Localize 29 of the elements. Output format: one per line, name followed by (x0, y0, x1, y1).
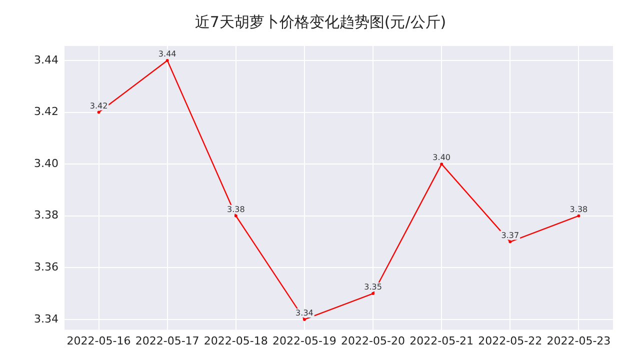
point (508, 240, 512, 244)
data-label: 3.35 (364, 282, 382, 292)
point (234, 214, 238, 218)
y-tick-label: 3.44 (34, 53, 58, 66)
point (166, 59, 169, 62)
data-label: 3.37 (501, 230, 520, 240)
point (97, 110, 100, 114)
x-tick-label: 2022-05-21 (410, 334, 474, 348)
data-label: 3.40 (432, 153, 450, 162)
x-tick-label: 2022-05-22 (478, 334, 542, 348)
point (577, 214, 580, 218)
x-tick-label: 2022-05-17 (135, 334, 200, 348)
x-tick-label: 2022-05-19 (272, 334, 336, 348)
data-label: 3.44 (158, 50, 176, 59)
x-tick-label: 2022-05-23 (546, 334, 611, 348)
x-tick-label: 2022-05-16 (66, 334, 131, 348)
point (440, 162, 444, 166)
data-label: 3.38 (226, 204, 245, 214)
y-tick-label: 3.38 (34, 208, 58, 222)
y-tick-label: 3.36 (34, 260, 58, 274)
x-tick-label: 2022-05-20 (341, 334, 405, 348)
data-label: 3.38 (570, 204, 588, 214)
chart-title: 近7天胡萝卜价格变化趋势图(元/公斤) (194, 12, 446, 31)
x-tick-label: 2022-05-18 (204, 334, 268, 348)
data-label: 3.42 (90, 101, 108, 110)
data-label: 3.34 (296, 308, 314, 318)
y-tick-label: 3.34 (34, 312, 58, 326)
y-tick-label: 3.40 (34, 156, 58, 170)
y-tick-label: 3.42 (34, 105, 58, 118)
